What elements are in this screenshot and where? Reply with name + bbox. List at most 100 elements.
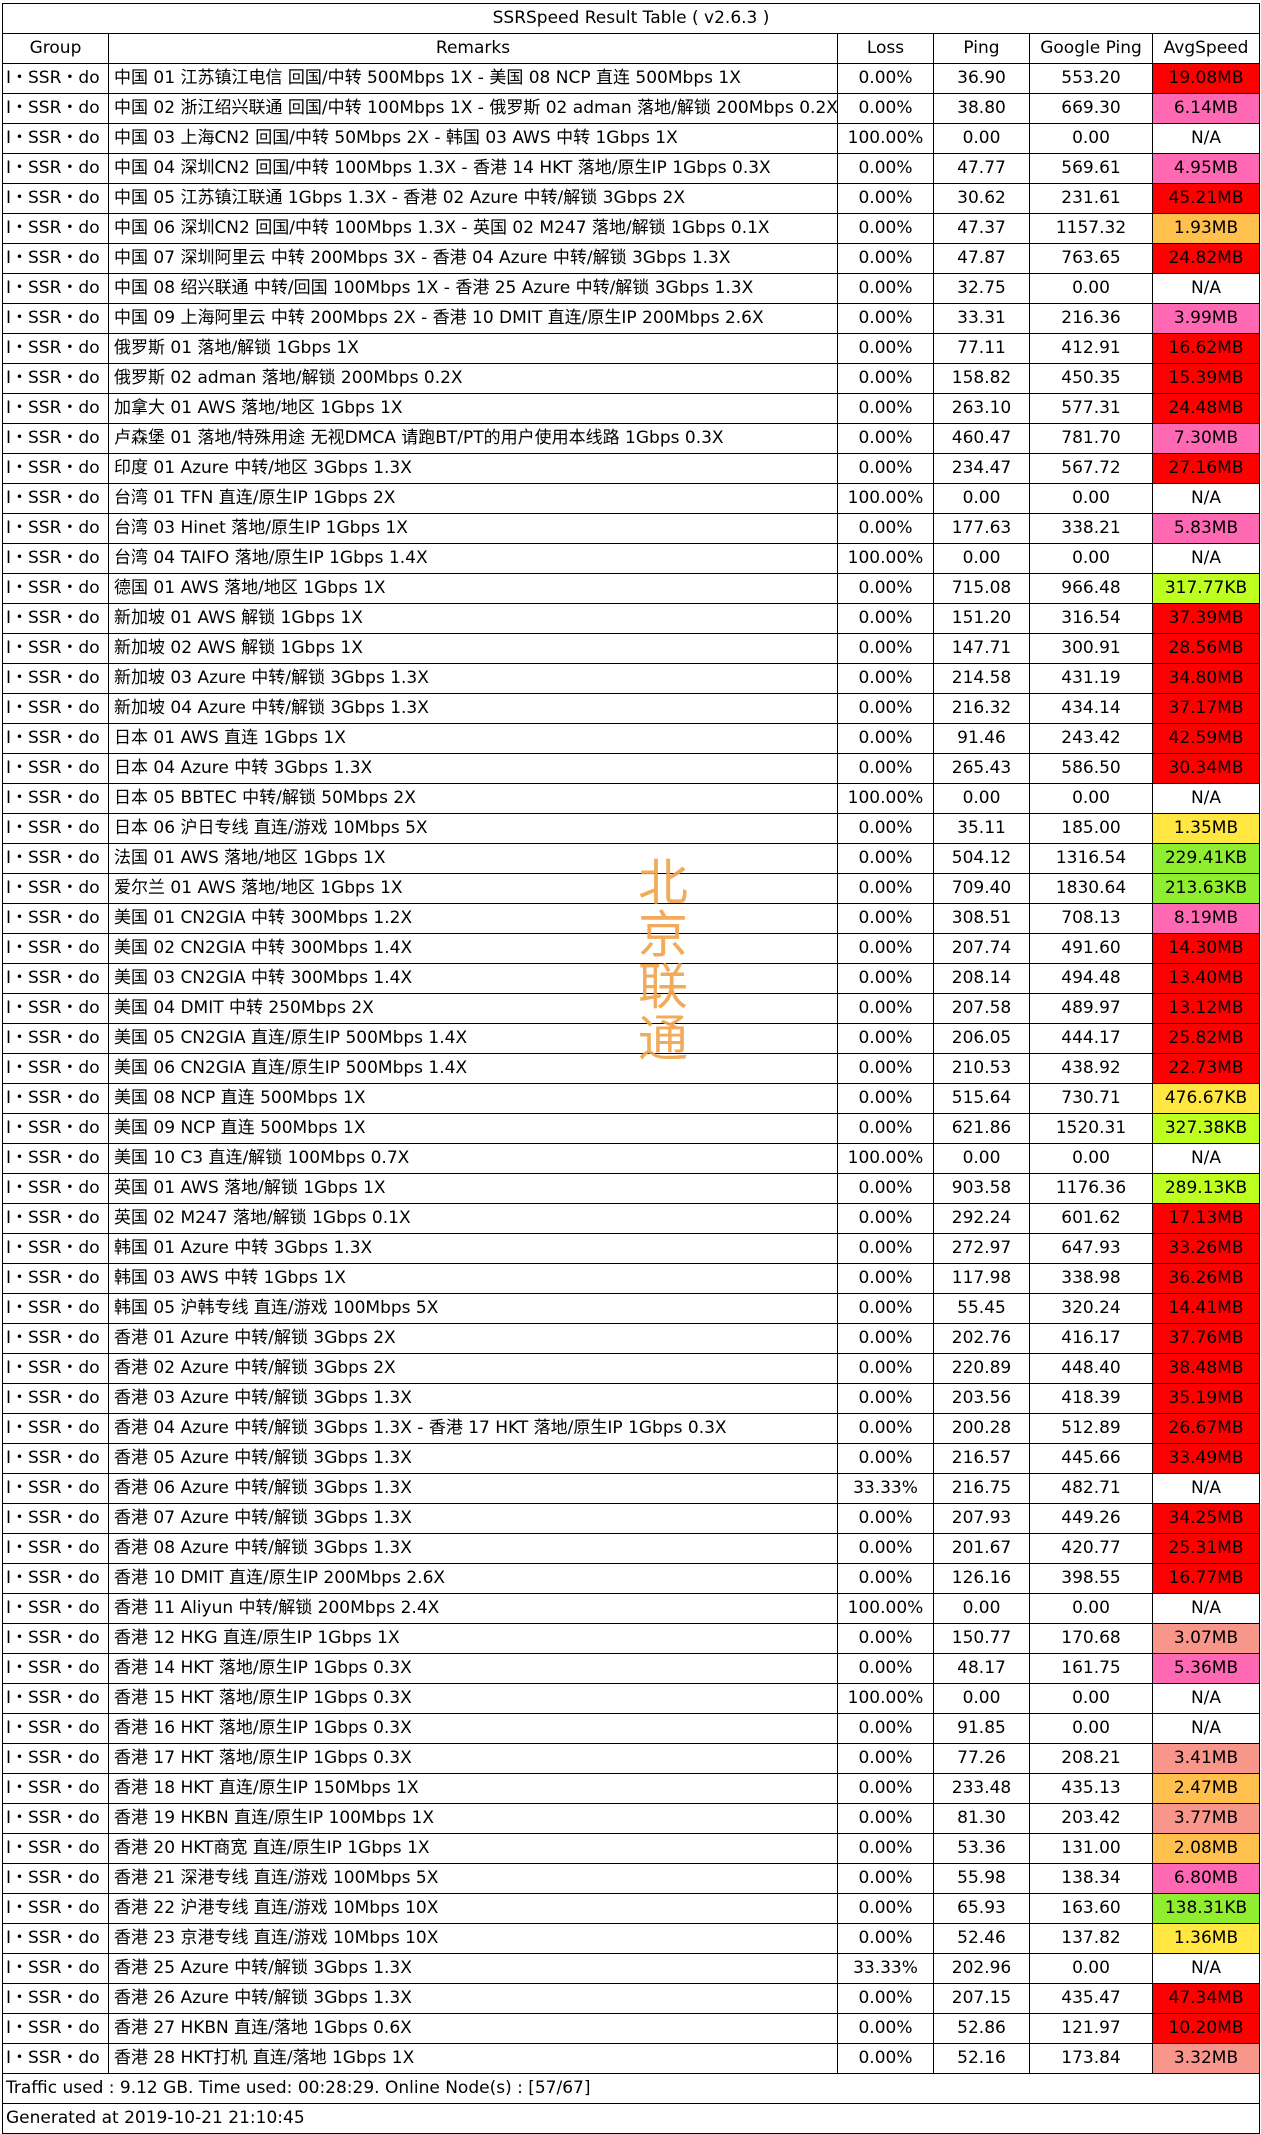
cell-ping: 53.36 [933, 1833, 1030, 1864]
table-row: I・SSR・do 香港 07 Azure 中转/解锁 3Gbps 1.3X 0.00… [2, 1503, 1261, 1534]
table-row: I・SSR・do 日本 05 BBTEC 中转/解锁 50Mbps 2X 100.0… [2, 783, 1261, 814]
cell-remarks: 香港 08 Azure 中转/解锁 3Gbps 1.3X [108, 1533, 838, 1564]
cell-google-ping: 0.00 [1029, 1593, 1153, 1624]
cell-remarks: 印度 01 Azure 中转/地区 3Gbps 1.3X [108, 453, 838, 484]
cell-group: I・SSR・do [2, 1443, 109, 1474]
cell-google-ping: 138.34 [1029, 1863, 1153, 1894]
cell-ping: 206.05 [933, 1023, 1030, 1054]
cell-ping: 91.85 [933, 1713, 1030, 1744]
cell-google-ping: 338.98 [1029, 1263, 1153, 1294]
cell-loss: 0.00% [837, 1863, 934, 1894]
cell-google-ping: 730.71 [1029, 1083, 1153, 1114]
cell-avg-speed: N/A [1151, 483, 1261, 514]
cell-group: I・SSR・do [2, 1023, 109, 1054]
cell-group: I・SSR・do [2, 963, 109, 994]
cell-avg-speed: 34.80MB [1151, 663, 1261, 694]
cell-avg-speed: 13.12MB [1151, 993, 1261, 1024]
cell-avg-speed: 3.41MB [1151, 1743, 1261, 1774]
cell-avg-speed: 25.82MB [1151, 1023, 1261, 1054]
cell-group: I・SSR・do [2, 63, 109, 94]
cell-loss: 0.00% [837, 243, 934, 274]
cell-ping: 52.46 [933, 1923, 1030, 1954]
cell-avg-speed: 327.38KB [1151, 1113, 1261, 1144]
cell-loss: 0.00% [837, 1323, 934, 1354]
cell-loss: 0.00% [837, 573, 934, 604]
cell-ping: 0.00 [933, 483, 1030, 514]
cell-google-ping: 1176.36 [1029, 1173, 1153, 1204]
cell-remarks: 美国 03 CN2GIA 中转 300Mbps 1.4X [108, 963, 838, 994]
cell-loss: 0.00% [837, 873, 934, 904]
cell-group: I・SSR・do [2, 483, 109, 514]
cell-loss: 100.00% [837, 123, 934, 154]
cell-google-ping: 418.39 [1029, 1383, 1153, 1414]
header-group: Group [2, 33, 109, 64]
table-row: I・SSR・do 美国 10 C3 直连/解锁 100Mbps 0.7X 100.0… [2, 1143, 1261, 1174]
cell-google-ping: 669.30 [1029, 93, 1153, 124]
cell-loss: 0.00% [837, 153, 934, 184]
cell-avg-speed: 37.76MB [1151, 1323, 1261, 1354]
cell-group: I・SSR・do [2, 2013, 109, 2044]
cell-remarks: 香港 25 Azure 中转/解锁 3Gbps 1.3X [108, 1953, 838, 1984]
table-row: I・SSR・do 印度 01 Azure 中转/地区 3Gbps 1.3X 0.00… [2, 453, 1261, 484]
cell-loss: 0.00% [837, 63, 934, 94]
cell-avg-speed: 37.39MB [1151, 603, 1261, 634]
table-title: SSRSpeed Result Table ( v2.6.3 ) [1, 3, 1261, 34]
cell-group: I・SSR・do [2, 1503, 109, 1534]
cell-google-ping: 316.54 [1029, 603, 1153, 634]
table-row: I・SSR・do 香港 26 Azure 中转/解锁 3Gbps 1.3X 0.00… [2, 1983, 1261, 2014]
cell-ping: 234.47 [933, 453, 1030, 484]
header-remarks: Remarks [108, 33, 838, 64]
cell-ping: 0.00 [933, 543, 1030, 574]
cell-group: I・SSR・do [2, 123, 109, 154]
table-row: I・SSR・do 香港 12 HKG 直连/原生IP 1Gbps 1X 0.00% 1… [2, 1623, 1261, 1654]
cell-ping: 33.31 [933, 303, 1030, 334]
cell-ping: 210.53 [933, 1053, 1030, 1084]
cell-ping: 207.58 [933, 993, 1030, 1024]
cell-group: I・SSR・do [2, 723, 109, 754]
table-row: I・SSR・do 香港 27 HKBN 直连/落地 1Gbps 0.6X 0.00%… [2, 2013, 1261, 2044]
cell-avg-speed: 38.48MB [1151, 1353, 1261, 1384]
result-table: SSRSpeed Result Table ( v2.6.3 ) Group R… [1, 3, 1261, 2134]
cell-ping: 150.77 [933, 1623, 1030, 1654]
cell-ping: 91.46 [933, 723, 1030, 754]
cell-group: I・SSR・do [2, 813, 109, 844]
cell-avg-speed: N/A [1151, 1473, 1261, 1504]
cell-avg-speed: 28.56MB [1151, 633, 1261, 664]
table-row: I・SSR・do 美国 01 CN2GIA 中转 300Mbps 1.2X 0.00… [2, 903, 1261, 934]
cell-loss: 0.00% [837, 333, 934, 364]
cell-google-ping: 435.13 [1029, 1773, 1153, 1804]
table-row: I・SSR・do 俄罗斯 01 落地/解锁 1Gbps 1X 0.00% 77.11 4… [2, 333, 1261, 364]
cell-ping: 55.98 [933, 1863, 1030, 1894]
cell-group: I・SSR・do [2, 1863, 109, 1894]
cell-ping: 36.90 [933, 63, 1030, 94]
cell-google-ping: 431.19 [1029, 663, 1153, 694]
cell-remarks: 卢森堡 01 落地/特殊用途 无视DMCA 请跑BT/PT的用户使用本线路 1G… [108, 423, 838, 454]
cell-ping: 201.67 [933, 1533, 1030, 1564]
cell-google-ping: 553.20 [1029, 63, 1153, 94]
cell-remarks: 英国 01 AWS 落地/解锁 1Gbps 1X [108, 1173, 838, 1204]
cell-remarks: 香港 06 Azure 中转/解锁 3Gbps 1.3X [108, 1473, 838, 1504]
cell-remarks: 台湾 01 TFN 直连/原生IP 1Gbps 2X [108, 483, 838, 514]
cell-group: I・SSR・do [2, 213, 109, 244]
table-row: I・SSR・do 爱尔兰 01 AWS 落地/地区 1Gbps 1X 0.00% 70… [2, 873, 1261, 904]
table-row: I・SSR・do 台湾 01 TFN 直连/原生IP 1Gbps 2X 100.00… [2, 483, 1261, 514]
table-row: I・SSR・do 美国 09 NCP 直连 500Mbps 1X 0.00% 621.… [2, 1113, 1261, 1144]
table-row: I・SSR・do 香港 05 Azure 中转/解锁 3Gbps 1.3X 0.00… [2, 1443, 1261, 1474]
table-row: I・SSR・do 香港 28 HKT打机 直连/落地 1Gbps 1X 0.00% 5… [2, 2043, 1261, 2074]
cell-google-ping: 577.31 [1029, 393, 1153, 424]
cell-google-ping: 1830.64 [1029, 873, 1153, 904]
cell-avg-speed: 229.41KB [1151, 843, 1261, 874]
table-row: I・SSR・do 日本 01 AWS 直连 1Gbps 1X 0.00% 91.46 2… [2, 723, 1261, 754]
cell-loss: 0.00% [837, 993, 934, 1024]
cell-avg-speed: 37.17MB [1151, 693, 1261, 724]
table-row: I・SSR・do 香港 25 Azure 中转/解锁 3Gbps 1.3X 33.3… [2, 1953, 1261, 1984]
table-row: I・SSR・do 日本 04 Azure 中转 3Gbps 1.3X 0.00% 26… [2, 753, 1261, 784]
cell-remarks: 爱尔兰 01 AWS 落地/地区 1Gbps 1X [108, 873, 838, 904]
cell-ping: 265.43 [933, 753, 1030, 784]
table-row: I・SSR・do 香港 20 HKT商宽 直连/原生IP 1Gbps 1X 0.00… [2, 1833, 1261, 1864]
cell-group: I・SSR・do [2, 1653, 109, 1684]
cell-avg-speed: 19.08MB [1151, 63, 1261, 94]
cell-ping: 504.12 [933, 843, 1030, 874]
cell-loss: 0.00% [837, 393, 934, 424]
cell-loss: 0.00% [837, 1713, 934, 1744]
